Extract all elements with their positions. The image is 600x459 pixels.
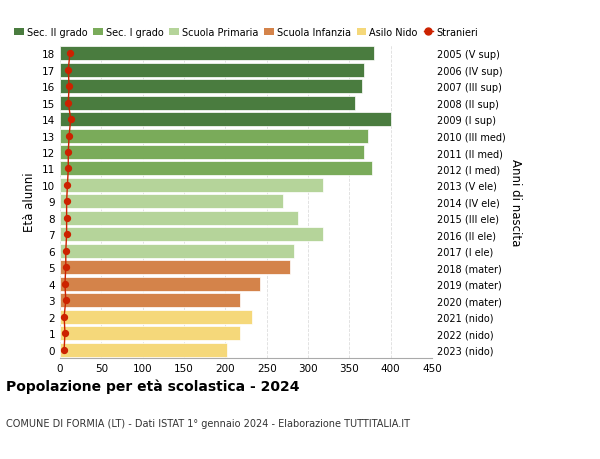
Point: [60, 280, 70, 288]
Point: [64, 149, 73, 157]
Point: [62, 182, 72, 189]
Point: [64, 165, 73, 173]
Bar: [60, 195, 283, 209]
Point: [66, 116, 76, 123]
Bar: [60, 129, 368, 143]
Text: COMUNE DI FORMIA (LT) - Dati ISTAT 1° gennaio 2024 - Elaborazione TUTTITALIA.IT: COMUNE DI FORMIA (LT) - Dati ISTAT 1° ge…: [6, 418, 410, 428]
Point: [60, 330, 70, 337]
Point: [64, 100, 73, 107]
Bar: [60, 47, 374, 61]
Point: [61, 264, 71, 271]
Bar: [60, 310, 252, 324]
Bar: [60, 261, 290, 274]
Bar: [60, 228, 323, 242]
Point: [62, 198, 71, 206]
Bar: [60, 277, 260, 291]
Bar: [60, 244, 294, 258]
Bar: [60, 326, 240, 341]
Bar: [60, 80, 362, 94]
Point: [59, 346, 69, 353]
Point: [64, 83, 74, 90]
Y-axis label: Età alunni: Età alunni: [23, 172, 37, 232]
Bar: [60, 146, 364, 160]
Point: [64, 67, 73, 74]
Bar: [60, 96, 355, 110]
Bar: [60, 162, 373, 176]
Bar: [60, 113, 391, 127]
Bar: [60, 63, 364, 78]
Point: [62, 215, 71, 222]
Bar: [60, 179, 323, 192]
Text: Popolazione per età scolastica - 2024: Popolazione per età scolastica - 2024: [6, 379, 299, 393]
Point: [61, 247, 71, 255]
Point: [65, 50, 75, 58]
Point: [59, 313, 69, 321]
Point: [61, 297, 71, 304]
Point: [64, 133, 74, 140]
Bar: [60, 343, 227, 357]
Bar: [60, 294, 240, 308]
Y-axis label: Anni di nascita: Anni di nascita: [509, 158, 522, 246]
Legend: Sec. II grado, Sec. I grado, Scuola Primaria, Scuola Infanzia, Asilo Nido, Stran: Sec. II grado, Sec. I grado, Scuola Prim…: [14, 28, 478, 38]
Point: [62, 231, 71, 239]
Bar: [60, 212, 298, 225]
